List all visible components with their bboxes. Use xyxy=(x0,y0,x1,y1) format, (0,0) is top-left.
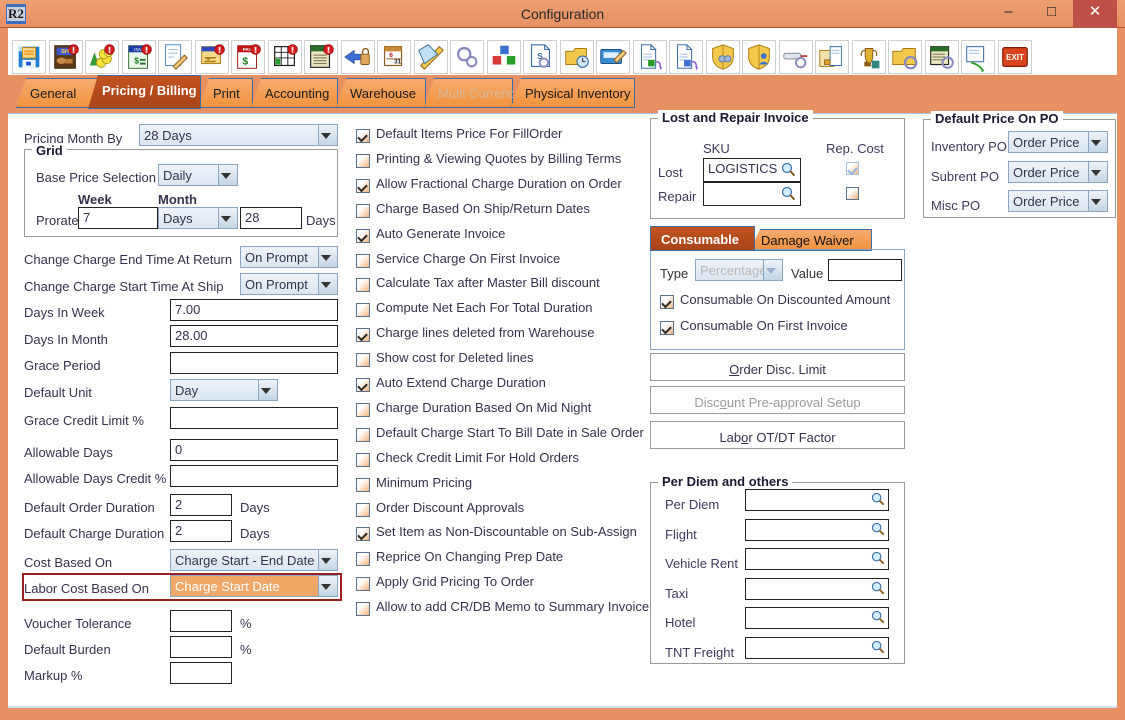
svg-text:$: $ xyxy=(242,57,248,68)
svg-text:31: 31 xyxy=(394,59,402,66)
svg-text:EXIT: EXIT xyxy=(1006,53,1024,62)
svg-text:SH: SH xyxy=(61,49,69,55)
svg-text:$: $ xyxy=(134,56,139,66)
svg-text:6: 6 xyxy=(389,52,393,59)
